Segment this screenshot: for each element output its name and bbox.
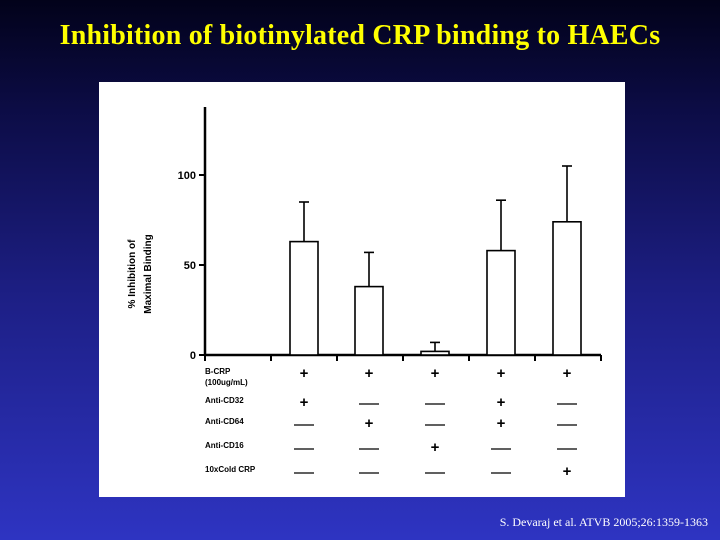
bar: [289, 240, 319, 356]
plus-sign: +: [497, 394, 506, 411]
treatment-row-label: (100ug/mL): [205, 378, 248, 387]
treatment-row-label: Anti-CD64: [205, 417, 244, 426]
slide-title: Inhibition of biotinylated CRP binding t…: [59, 20, 661, 51]
bar: [486, 249, 516, 356]
plus-sign: +: [431, 439, 440, 456]
citation: S. Devaraj et al. ATVB 2005;26:1359-1363: [499, 515, 708, 529]
y-tick-label: 100: [178, 170, 196, 182]
plus-sign: +: [431, 365, 440, 382]
treatment-row-label: B-CRP: [205, 367, 231, 376]
y-axis-label: Maximal Binding: [143, 234, 154, 313]
treatment-row-label: Anti-CD32: [205, 396, 244, 405]
bar: [552, 221, 582, 356]
treatment-row-label: 10xCold CRP: [205, 465, 256, 474]
plus-sign: +: [563, 463, 572, 480]
figure-panel: 0 50 100 % Inhibition of Maximal Binding B-CR…: [99, 82, 625, 497]
plus-sign: +: [563, 365, 572, 382]
plus-sign: +: [365, 365, 374, 382]
plus-sign: +: [365, 415, 374, 432]
plus-sign: +: [497, 365, 506, 382]
bar: [420, 350, 450, 356]
bar-chart: 0 50 100 % Inhibition of Maximal Binding B-CR…: [127, 107, 602, 480]
plus-sign: +: [300, 365, 309, 382]
bar: [354, 285, 384, 356]
y-axis-label: % Inhibition of: [127, 239, 138, 309]
plus-sign: +: [497, 415, 506, 432]
plus-sign: +: [300, 394, 309, 411]
treatment-row-label: Anti-CD16: [205, 441, 244, 450]
y-tick-label: 50: [184, 260, 196, 272]
y-tick-label: 0: [190, 350, 196, 362]
